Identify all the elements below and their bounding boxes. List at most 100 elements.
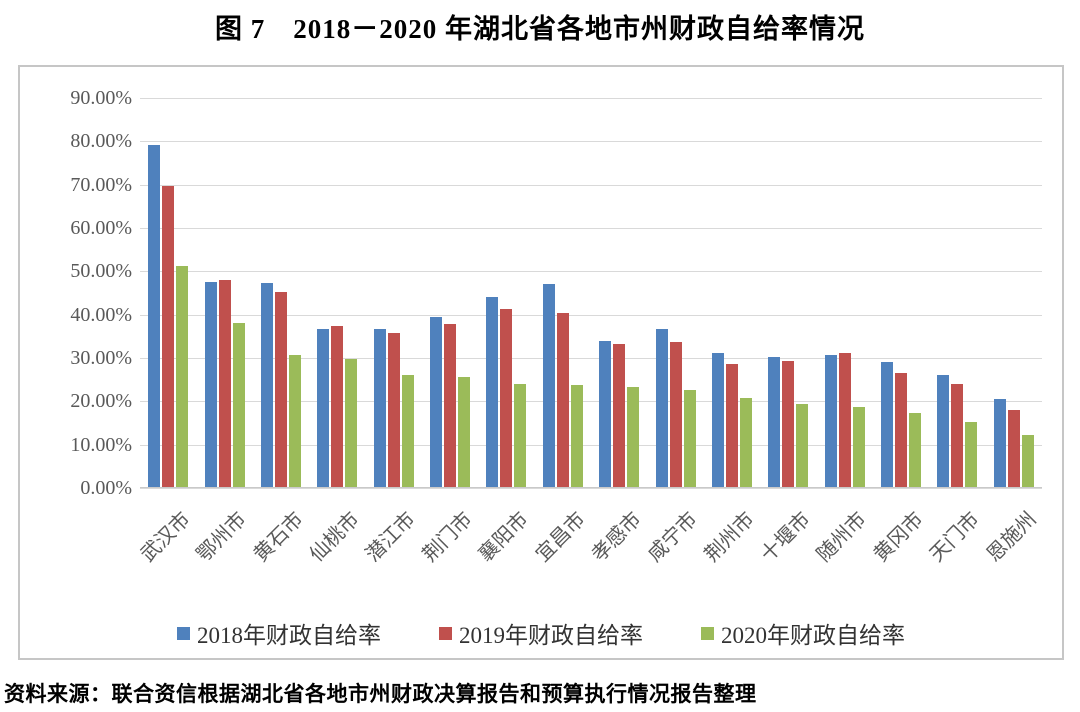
bar xyxy=(739,397,752,488)
x-axis-category-label: 武汉市 xyxy=(136,508,195,567)
bar-group xyxy=(478,98,534,488)
chart-area: 90.00% 80.00% 70.00% 60.00% 50.00% 40.00% 30.0… xyxy=(18,65,1064,660)
bar xyxy=(824,354,837,488)
legend-swatch-icon xyxy=(439,626,452,640)
bar xyxy=(260,282,273,488)
bar xyxy=(162,185,175,488)
bar xyxy=(288,354,301,488)
legend-swatch-icon xyxy=(177,626,190,640)
bar-group xyxy=(704,98,760,488)
x-axis-category-label: 黄冈市 xyxy=(869,508,928,567)
bar-group xyxy=(422,98,478,488)
gridline xyxy=(140,488,1042,489)
bar xyxy=(909,412,922,488)
bar xyxy=(486,297,499,488)
bar xyxy=(613,344,626,488)
x-axis-category-label: 潜江市 xyxy=(362,508,421,567)
y-axis-tick-label: 10.00% xyxy=(70,433,132,456)
bar-group xyxy=(366,98,422,488)
plot-area xyxy=(140,98,1042,489)
bar xyxy=(430,316,443,488)
bar-group xyxy=(253,98,309,488)
legend-swatch-icon xyxy=(701,626,714,640)
bar xyxy=(345,358,358,488)
bar xyxy=(204,281,217,488)
y-axis-tick-label: 60.00% xyxy=(70,217,132,239)
y-axis-tick-label: 40.00% xyxy=(70,303,132,326)
gridline xyxy=(140,228,1042,229)
x-axis-line xyxy=(140,487,1042,488)
bar xyxy=(542,284,555,488)
bar-group xyxy=(760,98,816,488)
gridline xyxy=(140,141,1042,143)
bar xyxy=(570,384,583,488)
bar-group xyxy=(535,98,591,488)
bar xyxy=(373,328,386,488)
bar xyxy=(556,313,569,488)
bar xyxy=(782,360,795,488)
bar xyxy=(965,422,978,488)
bar-group xyxy=(647,98,703,488)
bar xyxy=(176,265,189,488)
bar xyxy=(500,308,513,488)
x-axis-category-label: 黄石市 xyxy=(249,508,308,567)
x-axis-category-label: 荆门市 xyxy=(418,508,477,567)
legend-label: 2020年财政自给率 xyxy=(721,623,905,648)
chart-title: 图 7 2018－2020 年湖北省各地市州财政自给率情况 xyxy=(215,14,865,44)
legend-item: 2018年财政自给率 xyxy=(177,616,381,650)
y-axis: 90.00% 80.00% 70.00% 60.00% 50.00% 40.00% 30.0… xyxy=(20,67,132,658)
bar xyxy=(895,372,908,488)
bar xyxy=(993,399,1006,488)
bar xyxy=(768,357,781,488)
x-axis-category-label: 随州市 xyxy=(813,508,872,567)
bar-groups xyxy=(140,98,1042,488)
x-axis-category-label: 鄂州市 xyxy=(193,508,252,567)
bar xyxy=(232,323,245,488)
bar xyxy=(725,363,738,488)
x-axis-category-label: 荆州市 xyxy=(700,508,759,567)
bar xyxy=(838,353,851,488)
source-note: 资料来源：联合资信根据湖北省各地市州财政决算报告和预算执行情况报告整理 xyxy=(4,682,757,706)
y-axis-tick-label: 80.00% xyxy=(70,130,132,153)
bar-group xyxy=(817,98,873,488)
legend-item: 2020年财政自给率 xyxy=(701,616,905,650)
bar xyxy=(669,341,682,488)
bar xyxy=(1007,409,1020,488)
bar xyxy=(796,403,809,488)
x-axis-category-label: 天门市 xyxy=(926,508,985,567)
y-axis-tick-label: 50.00% xyxy=(70,260,132,283)
bar xyxy=(218,280,231,488)
gridline xyxy=(140,271,1042,273)
legend-item: 2019年财政自给率 xyxy=(439,616,643,650)
bar xyxy=(599,340,612,488)
y-axis-tick-label: 90.00% xyxy=(70,87,132,109)
bar xyxy=(401,374,414,488)
bar xyxy=(274,292,287,488)
bar xyxy=(951,383,964,488)
x-axis-category-label: 襄阳市 xyxy=(475,508,534,567)
x-axis-category-label: 孝感市 xyxy=(587,508,646,567)
bar xyxy=(514,384,527,488)
legend: 2018年财政自给率 2019年财政自给率 2020年财政自给率 xyxy=(20,616,1062,650)
bar-group xyxy=(986,98,1042,488)
bar xyxy=(852,406,865,488)
bar xyxy=(627,386,640,488)
bar xyxy=(711,353,724,488)
bar xyxy=(387,332,400,488)
bar xyxy=(655,328,668,488)
bar xyxy=(331,325,344,488)
x-axis-category-label: 恩施州 xyxy=(982,508,1041,567)
bar xyxy=(683,389,696,488)
bar-group xyxy=(196,98,252,488)
y-axis-tick-label: 0.00% xyxy=(80,477,132,499)
bar xyxy=(317,328,330,488)
x-axis: 武汉市 鄂州市 黄石市 仙桃市 潜江市 荆门市 襄阳市 宜昌市 孝感市 咸宁市 荆州市 十堰市 随州市黄… xyxy=(137,494,1042,612)
gridline xyxy=(140,314,1042,316)
bar-group xyxy=(929,98,985,488)
bar xyxy=(148,144,161,488)
gridline xyxy=(140,358,1042,359)
bar xyxy=(1021,434,1034,488)
y-axis-tick-label: 70.00% xyxy=(70,173,132,196)
bar-group xyxy=(591,98,647,488)
